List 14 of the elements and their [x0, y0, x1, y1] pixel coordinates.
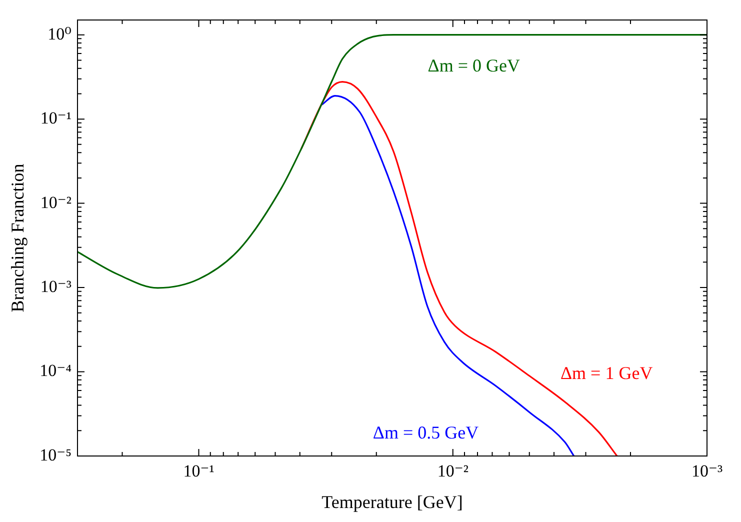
y-tick-label: 10⁻³: [40, 277, 72, 296]
y-axis-title: Branching Franction: [8, 164, 28, 312]
x-tick-label: 10⁻³: [691, 462, 723, 481]
y-tick-label: 10⁻⁵: [40, 445, 72, 464]
x-tick-label: 10⁻¹: [183, 462, 214, 481]
y-tick-label: 10⁻¹: [40, 108, 72, 128]
x-axis-title: Temperature [GeV]: [322, 492, 463, 512]
y-tick-label: 10⁰: [48, 24, 72, 44]
series-label: Δm = 0 GeV: [428, 56, 520, 76]
y-tick-label: 10⁻²: [40, 192, 72, 212]
series-label: Δm = 1 GeV: [560, 362, 653, 383]
x-tick-label: 10⁻²: [437, 462, 468, 481]
y-tick-label: 10⁻⁴: [40, 361, 72, 380]
text: Δm = 0.5 GeV: [372, 422, 479, 443]
